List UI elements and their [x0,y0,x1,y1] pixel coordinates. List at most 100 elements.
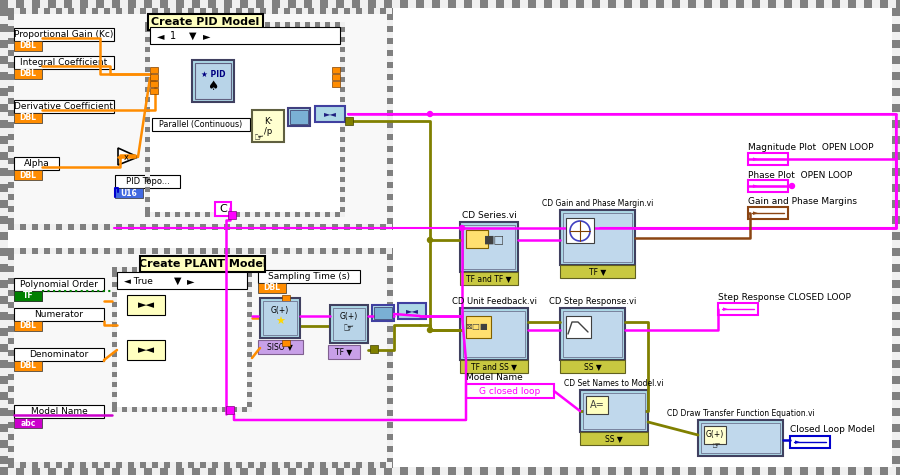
Bar [416,0,424,8]
Bar [332,67,340,73]
Bar [340,97,345,102]
Bar [326,8,332,14]
Bar [68,8,74,14]
Bar [0,360,8,368]
Bar [8,344,14,350]
Bar [64,467,72,475]
Bar [338,462,344,468]
Bar [0,464,8,467]
Bar [232,267,237,272]
Bar [145,112,150,117]
Bar [330,212,335,217]
Bar [8,374,14,380]
Text: x: x [123,152,129,162]
Bar [0,424,8,432]
Bar [326,248,332,254]
Bar [187,407,192,412]
Bar [245,212,250,217]
Bar [145,157,150,162]
Bar [892,272,900,280]
Bar [386,462,392,468]
Bar [247,312,252,317]
Bar [80,467,88,475]
Bar [270,212,275,217]
Bar [463,225,515,269]
Bar [247,307,252,312]
Bar [0,440,8,448]
Bar [230,212,235,217]
Bar [387,320,393,326]
Bar [640,0,648,8]
Bar [892,192,900,200]
Bar [8,56,14,62]
Bar [8,410,14,416]
Bar [892,112,900,120]
Bar [137,267,142,272]
Bar [387,392,393,398]
Bar [320,224,326,230]
Bar [247,367,252,372]
Bar [116,8,122,14]
Bar [0,384,8,392]
Bar [200,0,208,8]
Bar [374,462,380,468]
Bar [380,462,386,468]
Bar [744,467,752,475]
Bar [387,314,393,320]
Bar [892,448,900,456]
Bar [74,248,80,254]
Bar [340,72,345,77]
Bar [8,80,14,86]
Bar [0,448,8,456]
Bar [892,40,900,48]
Bar [248,248,254,254]
Bar [145,142,150,147]
Bar [248,224,254,230]
Bar [370,345,378,353]
Bar [194,8,200,14]
Bar [185,212,190,217]
Bar [16,0,24,8]
Bar [192,267,197,272]
Bar [117,407,122,412]
Bar [0,88,8,96]
Bar [340,117,345,122]
Bar [144,0,152,8]
Bar [892,152,900,160]
Bar [207,267,212,272]
Text: DBL: DBL [264,284,281,293]
Bar [250,22,255,27]
Text: CD Series.vi: CD Series.vi [462,210,517,219]
Bar [0,312,8,320]
Bar [387,428,393,434]
Bar [387,296,393,302]
Bar [275,22,280,27]
Bar [340,147,345,152]
Bar [247,332,252,337]
Bar [164,248,170,254]
Bar [325,22,330,27]
Bar [8,428,14,434]
Bar [302,224,308,230]
Bar [892,80,900,88]
Bar [448,467,456,475]
Bar [648,0,656,8]
Bar [8,308,14,314]
Bar [220,212,225,217]
Bar [568,467,576,475]
Bar [56,224,62,230]
Bar [265,212,270,217]
Bar [892,296,900,304]
Bar [387,176,393,182]
Bar [387,80,393,86]
Bar [145,32,150,37]
Bar [0,467,8,475]
Bar [892,216,900,224]
Bar [387,188,393,194]
Bar [8,110,14,116]
Bar [288,108,310,126]
Bar [314,462,320,468]
Bar [312,467,320,475]
Bar [247,287,252,292]
Bar [104,0,112,8]
